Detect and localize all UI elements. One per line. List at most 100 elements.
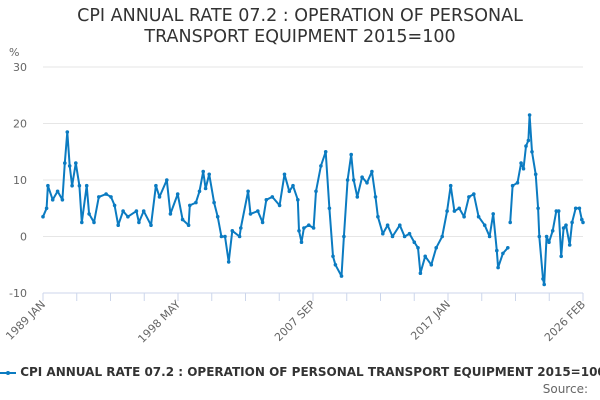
data-point bbox=[556, 209, 561, 213]
data-point bbox=[116, 223, 120, 227]
data-point bbox=[541, 277, 545, 281]
data-point bbox=[501, 251, 505, 256]
data-point bbox=[581, 220, 585, 225]
y-axis-unit-label: % bbox=[9, 46, 19, 59]
data-point bbox=[355, 195, 360, 199]
x-tick-label: 2007 SEP bbox=[272, 298, 318, 344]
data-point bbox=[246, 189, 250, 194]
data-point bbox=[74, 161, 78, 165]
data-point bbox=[212, 200, 216, 205]
x-tick-label: 2017 JAN bbox=[408, 298, 453, 343]
data-point bbox=[333, 263, 338, 267]
data-point bbox=[297, 229, 301, 233]
data-point bbox=[203, 186, 208, 191]
data-point bbox=[264, 198, 269, 202]
data-point bbox=[299, 240, 304, 244]
data-point bbox=[440, 234, 445, 239]
data-point bbox=[564, 223, 568, 227]
chart-title-line-2: TRANSPORT EQUIPMENT 2015=100 bbox=[144, 27, 456, 47]
data-point bbox=[277, 203, 282, 208]
data-point bbox=[307, 223, 311, 227]
data-point bbox=[407, 231, 412, 236]
data-point bbox=[186, 223, 191, 227]
data-point bbox=[521, 166, 526, 171]
data-point bbox=[109, 195, 113, 199]
data-point bbox=[55, 189, 60, 194]
data-point bbox=[491, 212, 496, 216]
source-label: Source: bbox=[542, 382, 588, 396]
data-point bbox=[467, 195, 471, 199]
legend-label: CPI ANNUAL RATE 07.2 : OPERATION OF PERS… bbox=[20, 365, 600, 379]
data-point bbox=[311, 226, 316, 230]
data-point bbox=[65, 130, 70, 134]
data-point bbox=[255, 209, 260, 213]
data-point bbox=[201, 169, 205, 174]
data-point bbox=[168, 212, 173, 216]
data-point bbox=[175, 192, 180, 196]
data-point bbox=[561, 226, 566, 230]
data-point bbox=[154, 183, 158, 188]
data-point bbox=[577, 206, 582, 211]
data-point bbox=[248, 212, 253, 216]
data-point bbox=[544, 234, 549, 239]
data-point bbox=[527, 113, 532, 117]
data-point bbox=[104, 192, 108, 196]
data-point bbox=[314, 189, 318, 194]
data-point bbox=[373, 195, 378, 199]
data-point bbox=[542, 282, 546, 287]
data-point bbox=[63, 161, 67, 165]
y-tick-label: 20 bbox=[13, 118, 27, 131]
data-point bbox=[495, 248, 499, 253]
x-tick-label: 1989 JAN bbox=[3, 298, 48, 343]
legend-item[interactable]: CPI ANNUAL RATE 07.2 : OPERATION OF PERS… bbox=[0, 365, 600, 379]
x-tick-label: 2026 FEB bbox=[542, 298, 588, 344]
y-tick-label: 0 bbox=[20, 231, 27, 244]
data-point bbox=[537, 234, 542, 239]
data-point bbox=[381, 231, 385, 236]
data-point bbox=[570, 220, 574, 225]
data-point bbox=[92, 220, 96, 225]
data-point bbox=[50, 198, 55, 202]
data-point bbox=[445, 209, 449, 213]
data-point bbox=[390, 234, 395, 239]
data-point bbox=[472, 192, 476, 196]
data-point bbox=[580, 217, 584, 222]
data-point bbox=[559, 254, 563, 259]
data-point bbox=[296, 198, 300, 202]
data-point bbox=[223, 234, 227, 239]
data-point bbox=[530, 150, 534, 154]
data-point bbox=[287, 189, 292, 194]
data-point bbox=[302, 226, 306, 230]
data-point bbox=[462, 214, 466, 219]
data-point bbox=[487, 234, 492, 239]
data-point bbox=[215, 214, 220, 219]
y-tick-label: 30 bbox=[13, 61, 27, 74]
data-point bbox=[376, 214, 380, 219]
data-point bbox=[194, 200, 198, 205]
series-line bbox=[42, 114, 584, 286]
data-point bbox=[496, 265, 500, 270]
data-point bbox=[87, 212, 91, 216]
data-point bbox=[121, 209, 125, 213]
chart-title-line-1: CPI ANNUAL RATE 07.2 : OPERATION OF PERS… bbox=[77, 6, 523, 26]
data-point bbox=[526, 138, 531, 143]
data-point bbox=[44, 206, 49, 211]
data-point bbox=[230, 229, 235, 233]
data-point bbox=[134, 209, 139, 213]
data-point bbox=[319, 164, 323, 168]
data-point bbox=[112, 203, 117, 208]
data-point bbox=[260, 220, 265, 225]
data-point bbox=[97, 195, 101, 199]
data-point bbox=[573, 206, 578, 211]
data-point bbox=[351, 178, 356, 182]
data-point bbox=[70, 183, 74, 188]
data-point bbox=[550, 229, 555, 233]
chart-title: CPI ANNUAL RATE 07.2 : OPERATION OF PERS… bbox=[0, 6, 600, 48]
data-point bbox=[536, 206, 540, 211]
data-point bbox=[345, 178, 350, 182]
data-point bbox=[508, 220, 512, 225]
data-point bbox=[360, 175, 364, 179]
data-point bbox=[365, 181, 369, 185]
data-point bbox=[339, 274, 344, 278]
